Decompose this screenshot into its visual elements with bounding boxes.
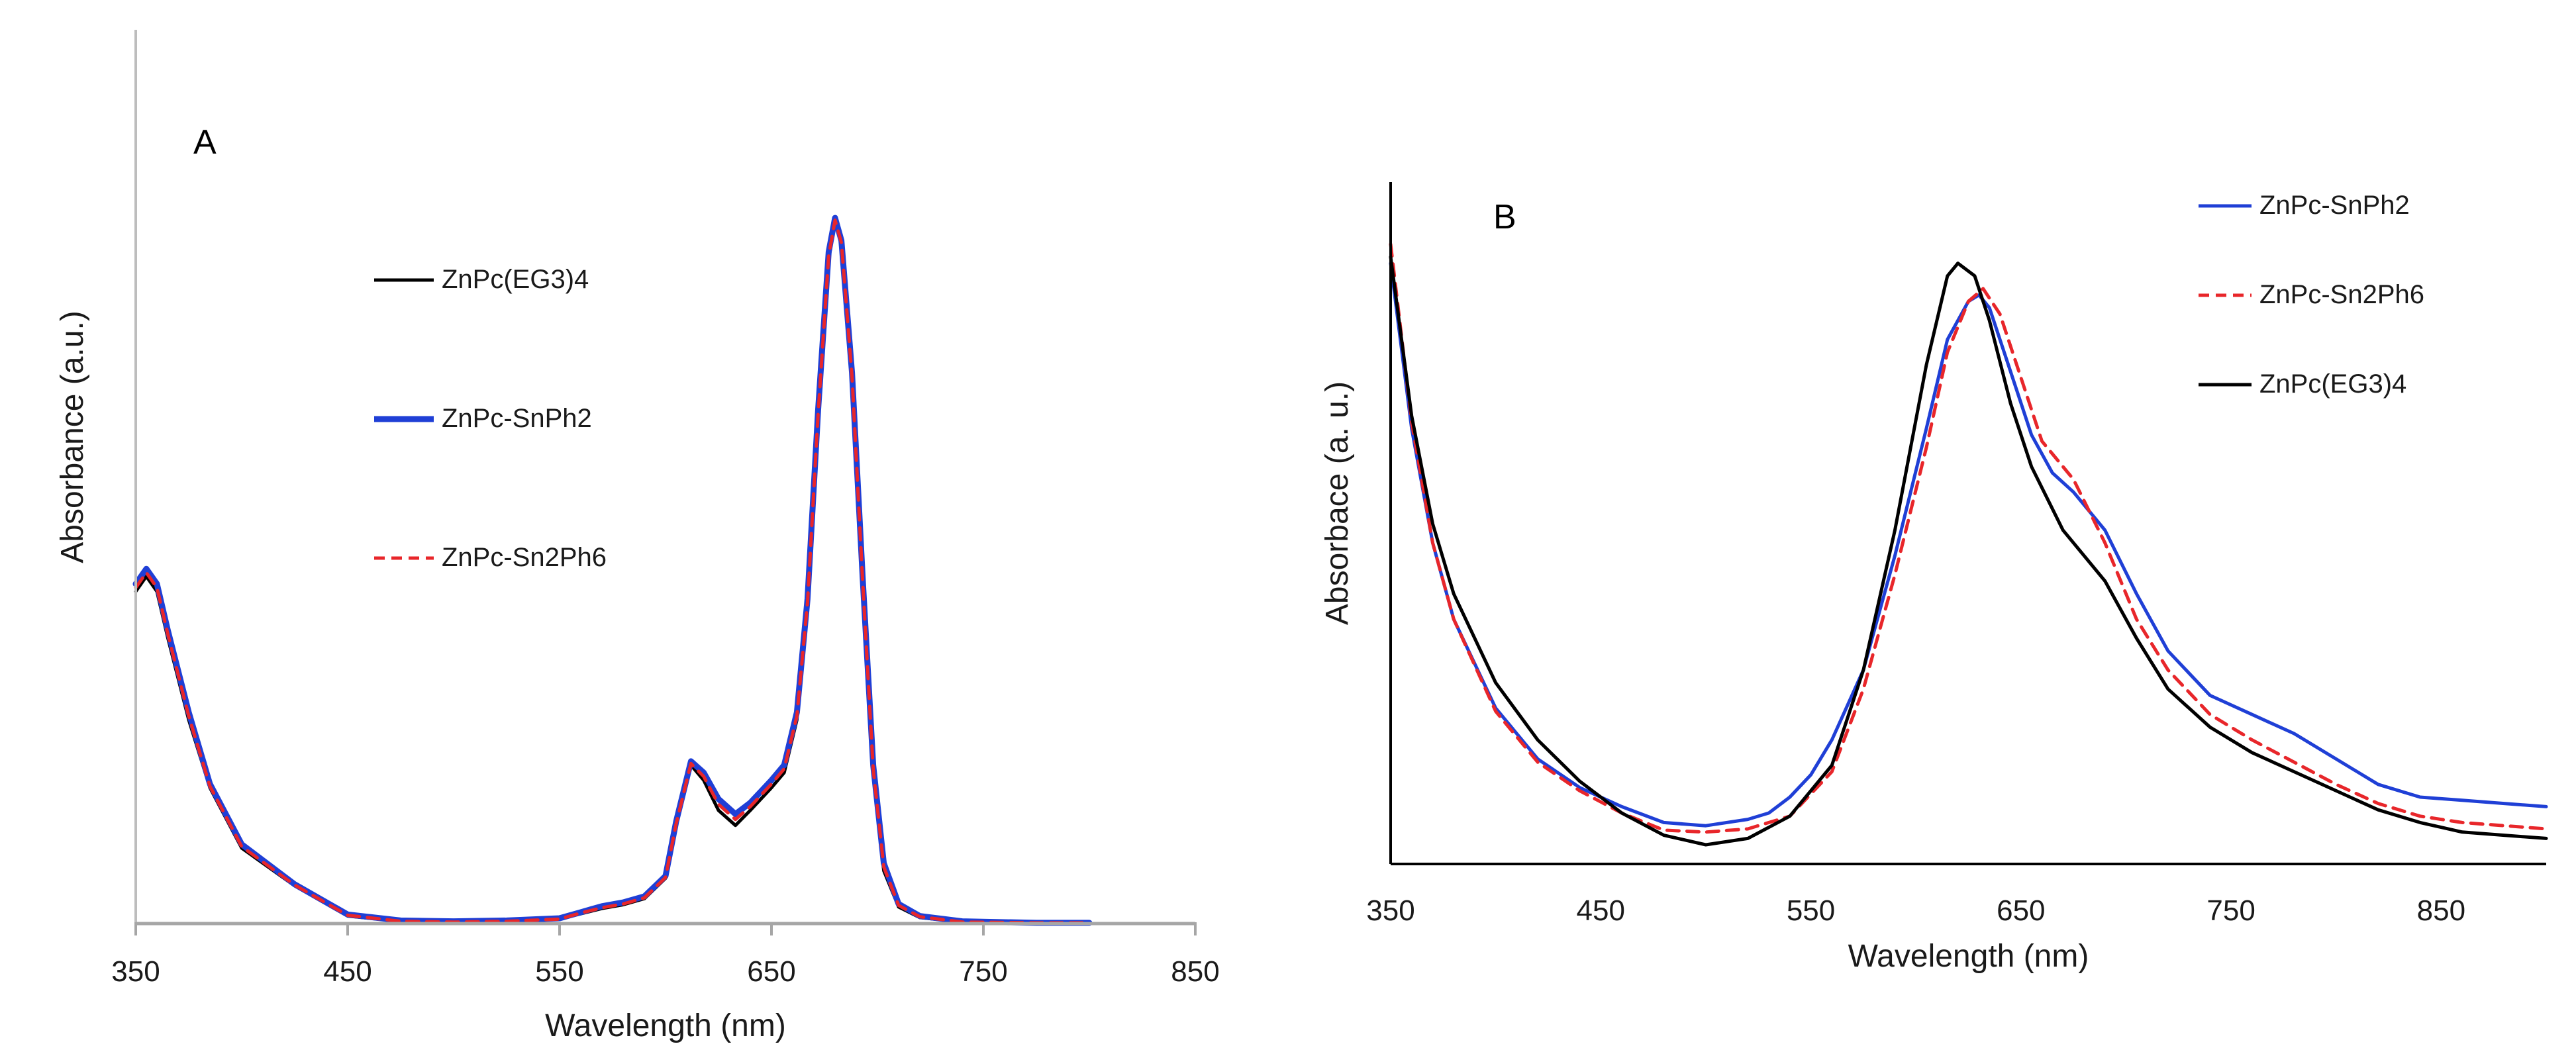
series-line-znpc-eg3-4 <box>134 220 1091 925</box>
b-legend: ZnPc-SnPh2 ZnPc-Sn2Ph6 ZnPc(EG3)4 <box>2199 191 2424 399</box>
b-x-ticks: 350 450 550 650 750 850 <box>1366 894 2465 927</box>
x-tick-label: 350 <box>1366 894 1414 927</box>
x-tick-label: 650 <box>747 955 795 988</box>
b-panel-label: B <box>1493 198 1516 236</box>
legend-label-znpc-eg3-4: ZnPc(EG3)4 <box>442 265 589 294</box>
series-line-znpc-sn2ph6 <box>1389 242 2548 834</box>
x-tick-label: 550 <box>1787 894 1835 927</box>
legend-label-znpc-eg3-4: ZnPc(EG3)4 <box>2259 369 2406 399</box>
x-tick-label: 550 <box>535 955 583 988</box>
b-y-axis-label: Absorbace (a. u.) <box>1320 381 1355 625</box>
a-curves <box>132 215 1093 926</box>
x-tick-label: 850 <box>1171 955 1219 988</box>
x-tick-label: 350 <box>111 955 160 988</box>
a-y-axis-label: Absorbance (a.u.) <box>55 311 90 563</box>
x-tick-label: 650 <box>1997 894 2045 927</box>
legend-label-znpc-snph2: ZnPc-SnPh2 <box>2259 191 2410 220</box>
x-tick-label: 750 <box>959 955 1007 988</box>
x-tick-label: 750 <box>2206 894 2255 927</box>
x-tick-label: 450 <box>1577 894 1625 927</box>
chart-panel-a: 350 450 550 650 750 850 A Wavelength (nm) Abs… <box>55 30 1220 1043</box>
series-line-znpc-sn2ph6 <box>134 218 1091 925</box>
legend-label-znpc-sn2ph6: ZnPc-Sn2Ph6 <box>2259 280 2424 309</box>
x-tick-label: 450 <box>323 955 372 988</box>
series-line-znpc-eg3-4 <box>1389 255 2548 847</box>
legend-label-znpc-sn2ph6: ZnPc-Sn2Ph6 <box>442 543 607 572</box>
b-curves <box>1389 242 2548 847</box>
a-panel-label: A <box>193 123 217 162</box>
series-line-znpc-snph2 <box>132 215 1093 926</box>
a-x-axis-label: Wavelength (nm) <box>545 1008 786 1043</box>
x-tick-label: 850 <box>2417 894 2465 927</box>
a-legend: ZnPc(EG3)4 ZnPc-SnPh2 ZnPc-Sn2Ph6 <box>374 265 607 572</box>
a-x-ticks: 350 450 550 650 750 850 <box>111 922 1220 988</box>
chart-panel-b: 350 450 550 650 750 850 B Wavelength (nm) Abs… <box>1320 182 2548 974</box>
b-x-axis-label: Wavelength (nm) <box>1848 939 2089 974</box>
legend-label-znpc-snph2: ZnPc-SnPh2 <box>442 404 592 433</box>
series-line-znpc-snph2 <box>1389 262 2548 828</box>
